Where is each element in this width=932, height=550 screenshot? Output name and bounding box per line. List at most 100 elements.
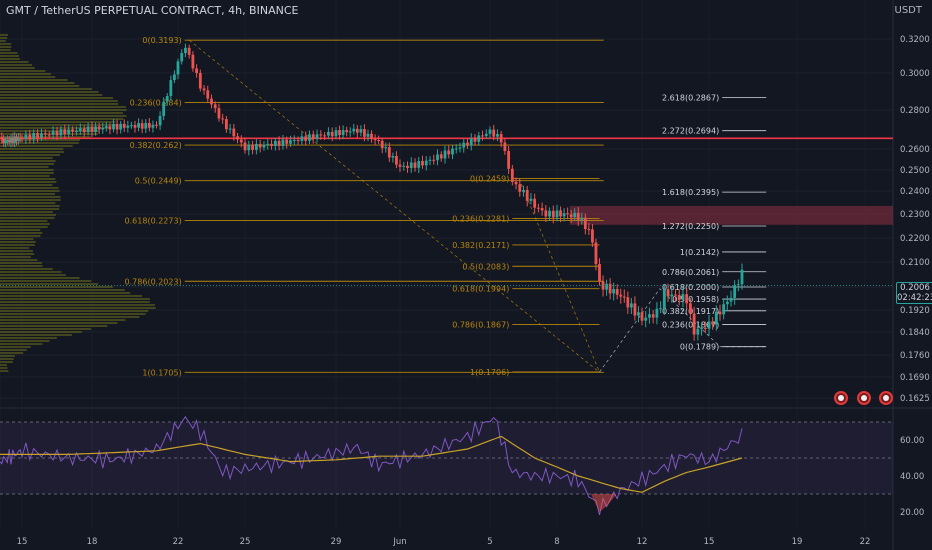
volume-bar bbox=[0, 208, 60, 210]
volume-bar bbox=[0, 79, 68, 81]
volume-bar bbox=[0, 352, 24, 354]
volume-bar bbox=[0, 118, 124, 120]
candle-body bbox=[544, 210, 548, 217]
candle-body bbox=[363, 129, 366, 137]
candle-body bbox=[11, 137, 15, 143]
currency-label[interactable]: USDT bbox=[894, 5, 922, 16]
volume-bar bbox=[0, 211, 53, 213]
candle-body bbox=[20, 137, 24, 140]
candle-body bbox=[655, 308, 659, 318]
volume-bar bbox=[0, 202, 56, 204]
candle-body bbox=[395, 156, 398, 165]
price-tick-label: 0.1690 bbox=[900, 373, 930, 383]
candle-body bbox=[319, 134, 323, 136]
candle-body bbox=[7, 140, 11, 143]
volume-bar bbox=[0, 76, 56, 78]
candle-body bbox=[736, 284, 740, 286]
volume-bar bbox=[0, 307, 156, 309]
candle-body bbox=[221, 118, 225, 120]
event-marker-icon[interactable] bbox=[857, 391, 871, 405]
volume-bar bbox=[0, 340, 50, 342]
volume-bar bbox=[0, 325, 108, 327]
volume-bar bbox=[0, 256, 31, 258]
candle-body bbox=[707, 321, 711, 329]
candle-body bbox=[466, 142, 469, 146]
candle-body bbox=[733, 285, 737, 298]
rsi-tick-label: 40.00 bbox=[900, 472, 924, 482]
candle-body bbox=[104, 126, 108, 128]
candle-body bbox=[598, 264, 601, 282]
candle-body bbox=[714, 311, 718, 325]
candle-body bbox=[622, 296, 626, 298]
candle-body bbox=[169, 80, 173, 97]
volume-bar bbox=[0, 52, 18, 54]
event-marker-icon[interactable] bbox=[879, 391, 893, 405]
volume-bar bbox=[0, 115, 127, 117]
candle-body bbox=[251, 144, 254, 150]
candle-body bbox=[366, 133, 370, 137]
price-tick-label: 0.1760 bbox=[900, 351, 930, 361]
candle-body bbox=[722, 304, 726, 315]
symbol-title[interactable]: GMT / TetherUS PERPETUAL CONTRACT, 4h, B… bbox=[6, 4, 299, 17]
volume-bar bbox=[0, 139, 80, 141]
supply-zone bbox=[0, 137, 893, 225]
candle-body bbox=[165, 96, 169, 102]
candle-body bbox=[637, 312, 640, 316]
candle-body bbox=[398, 164, 402, 167]
candle-body bbox=[417, 161, 421, 168]
volume-bar bbox=[0, 181, 57, 183]
fib-level-label: 0.5(0.2449) bbox=[135, 177, 182, 186]
volume-bar bbox=[0, 235, 41, 237]
volume-bar bbox=[0, 289, 125, 291]
volume-bar bbox=[0, 184, 53, 186]
volume-profile bbox=[0, 34, 156, 372]
candle-body bbox=[685, 294, 689, 304]
volume-bar bbox=[0, 250, 33, 252]
volume-bar bbox=[0, 367, 8, 369]
axes: 0.3200 0.3000 0.2800 0.2600 0.2500 0.2400 0.23… bbox=[17, 35, 930, 547]
candle-body bbox=[232, 128, 236, 137]
candle-body bbox=[454, 148, 458, 150]
volume-bar bbox=[0, 187, 59, 189]
candle-body bbox=[122, 123, 126, 128]
fib-ext-label: 0(0.1789) bbox=[680, 343, 719, 352]
price-tick-label: 0.2200 bbox=[900, 234, 930, 244]
volume-bar bbox=[0, 190, 60, 192]
volume-bar bbox=[0, 268, 53, 270]
event-marker-icon[interactable] bbox=[834, 391, 848, 405]
candle-body bbox=[377, 139, 381, 141]
volume-bar bbox=[0, 124, 116, 126]
volume-bar bbox=[0, 241, 36, 243]
fib-level-label: 0.382(0.262) bbox=[130, 141, 182, 150]
volume-bar bbox=[0, 217, 55, 219]
volume-bar bbox=[0, 232, 43, 234]
volume-bar bbox=[0, 58, 20, 60]
time-tick-label: 19 bbox=[792, 537, 803, 547]
candle-body bbox=[47, 134, 51, 136]
fib-ext-label: 1.272(0.2250) bbox=[662, 222, 719, 231]
candle-body bbox=[525, 190, 529, 201]
fib-retracement-levels: 0(0.3193) 0.236(0.284) 0.382(0.262) 0.5(0.2… bbox=[125, 36, 767, 377]
fib-level-label: 1(0.1706) bbox=[470, 368, 509, 377]
candle-body bbox=[488, 129, 492, 134]
candle-body bbox=[15, 136, 18, 142]
volume-bar bbox=[0, 226, 48, 228]
candle-body bbox=[587, 229, 591, 231]
candle-body bbox=[591, 229, 594, 243]
candle-body bbox=[458, 147, 462, 149]
fib-ext-label: 0.5(0.1958) bbox=[672, 295, 719, 304]
candle-body bbox=[24, 134, 28, 140]
volume-bar bbox=[0, 286, 113, 288]
candle-body bbox=[258, 143, 262, 148]
price-tick-label: 0.1840 bbox=[900, 328, 930, 338]
volume-bar bbox=[0, 262, 43, 264]
volume-bar bbox=[0, 310, 149, 312]
candle-body bbox=[428, 159, 432, 161]
candle-body bbox=[327, 131, 330, 136]
time-tick-label: 8 bbox=[554, 537, 559, 547]
volume-bar bbox=[0, 199, 61, 201]
fib-ext-label: 2.272(0.2694) bbox=[662, 127, 719, 136]
candle-body bbox=[626, 297, 630, 308]
volume-bar bbox=[0, 178, 56, 180]
